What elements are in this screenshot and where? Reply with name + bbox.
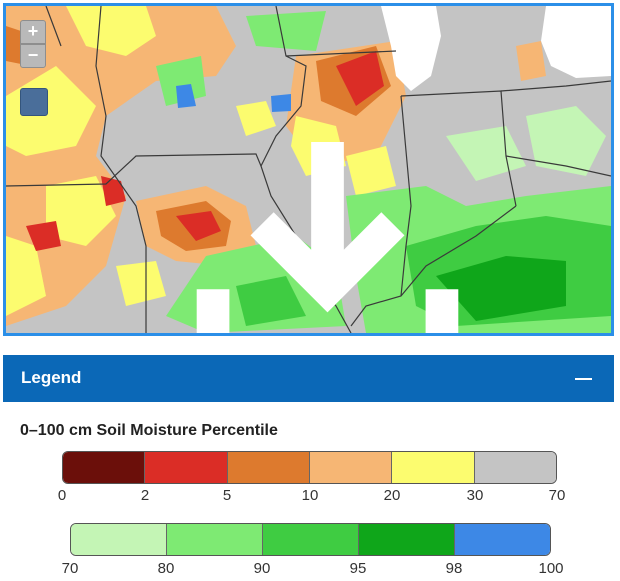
legend-swatch [474,452,556,483]
legend-swatch [359,524,455,555]
legend-scale-dry [62,451,557,484]
legend-swatch [63,452,146,483]
legend-tick: 95 [349,560,367,577]
zoom-out-button[interactable]: − [20,44,46,68]
legend-swatch [227,452,310,483]
legend-heading: 0–100 cm Soil Moisture Percentile [20,422,278,439]
legend-tick: 70 [61,560,79,577]
legend-swatch [167,524,263,555]
legend-tick: 5 [222,487,232,504]
legend-tick: 0 [57,487,67,504]
legend-tick: 90 [253,560,271,577]
legend-swatch [145,452,228,483]
collapse-icon[interactable] [574,367,594,389]
download-button[interactable] [20,88,459,333]
legend-tick: 80 [157,560,175,577]
zoom-in-button[interactable]: + [20,20,46,44]
legend-tick: 98 [445,560,463,577]
legend-swatch [392,452,475,483]
legend-tick: 20 [383,487,401,504]
legend-scale-wet [70,523,551,556]
legend-swatch [309,452,393,483]
soil-moisture-map[interactable]: + − [3,3,614,336]
download-icon [196,142,459,333]
legend-swatch [263,524,359,555]
legend-swatch [455,524,550,555]
legend-swatch [71,524,167,555]
legend-header[interactable]: Legend [3,355,614,402]
legend-tick: 70 [548,487,566,504]
legend-tick: 30 [466,487,484,504]
legend-title: Legend [21,368,82,387]
legend-tick: 10 [301,487,319,504]
legend-tick: 2 [140,487,150,504]
legend-tick: 100 [538,560,564,577]
